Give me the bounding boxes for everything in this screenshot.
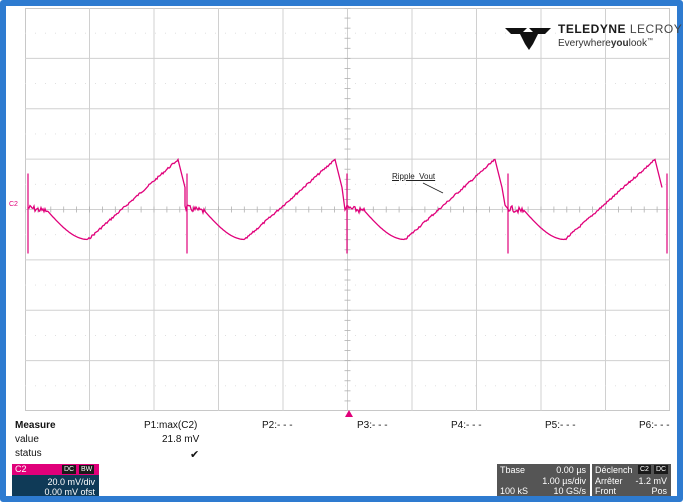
coupling-badge: DC (62, 465, 77, 474)
trigger-source-badge: C2 (638, 465, 651, 474)
param-p1-value: 21.8 mV (162, 434, 200, 445)
trigger-slope: Pos (651, 486, 667, 496)
param-p2-name[interactable]: P2:- - - (262, 420, 293, 431)
sample-rate: 10 GS/s (553, 486, 586, 496)
trigger-coupling-badge: DC (654, 465, 669, 474)
ripple-annotation-label: Ripple_Vout (392, 172, 436, 181)
annotation-leader (422, 182, 444, 194)
teledyne-logo-mark-icon (505, 28, 551, 50)
channel-c2-label: C2 (15, 464, 27, 474)
status-row-label: status (15, 448, 42, 459)
measure-status-row: status ✔ (12, 448, 670, 461)
trigger-descriptor[interactable]: Déclench C2 DC Arrêter -1.2 mV Front Pos (592, 464, 671, 496)
timebase-descriptor[interactable]: Tbase 0.00 µs 1.00 µs/div 100 kS 10 GS/s (497, 464, 590, 496)
channel-marker-c2[interactable]: C2 (9, 201, 18, 208)
trigger-position-marker-icon[interactable] (345, 410, 353, 417)
channel-offset: 0.00 mV ofst (44, 487, 95, 497)
param-p6-name[interactable]: P6:- - - (639, 420, 670, 431)
channel-c2-header: C2 DC BW (12, 464, 99, 475)
trigger-label: Déclench (595, 465, 633, 475)
param-p3-name[interactable]: P3:- - - (357, 420, 388, 431)
c2-waveform-trace (27, 157, 663, 241)
value-row-label: value (15, 434, 39, 445)
teledyne-lecroy-logo: TELEDYNE LECROY Everywhereyoulook™ (505, 20, 682, 54)
channel-c2-descriptor[interactable]: C2 DC BW 20.0 mV/div 0.00 mV ofst (12, 464, 99, 497)
trigger-slope-label: Front (595, 486, 617, 496)
param-p1-status-check-icon: ✔ (190, 449, 200, 461)
waveform-grid (25, 8, 670, 411)
measure-panel: Measure P1:max(C2) P2:- - - P3:- - - P4:… (12, 420, 670, 464)
param-p1-name[interactable]: P1:max(C2) (144, 420, 198, 431)
trigger-level: -1.2 mV (635, 476, 667, 486)
bandwidth-badge: BW (79, 465, 95, 474)
measure-title: Measure (15, 420, 56, 431)
param-p5-name[interactable]: P5:- - - (545, 420, 576, 431)
time-per-div: 1.00 µs/div (542, 476, 586, 486)
brand-name: TELEDYNE LECROY (558, 22, 683, 36)
volts-per-div: 20.0 mV/div (47, 477, 95, 487)
param-p4-name[interactable]: P4:- - - (451, 420, 482, 431)
sample-count: 100 kS (500, 486, 529, 496)
switching-spikes (27, 173, 668, 254)
timebase-delay: 0.00 µs (556, 465, 586, 475)
status-bar: C2 DC BW 20.0 mV/div 0.00 mV ofst Tbase … (12, 464, 671, 497)
trigger-mode: Arrêter (595, 476, 623, 486)
measure-value-row: value 21.8 mV (12, 434, 670, 447)
brand-tagline: Everywhereyoulook™ (558, 38, 653, 49)
timebase-label: Tbase (500, 465, 526, 475)
measure-header-row: Measure P1:max(C2) P2:- - - P3:- - - P4:… (12, 420, 670, 433)
